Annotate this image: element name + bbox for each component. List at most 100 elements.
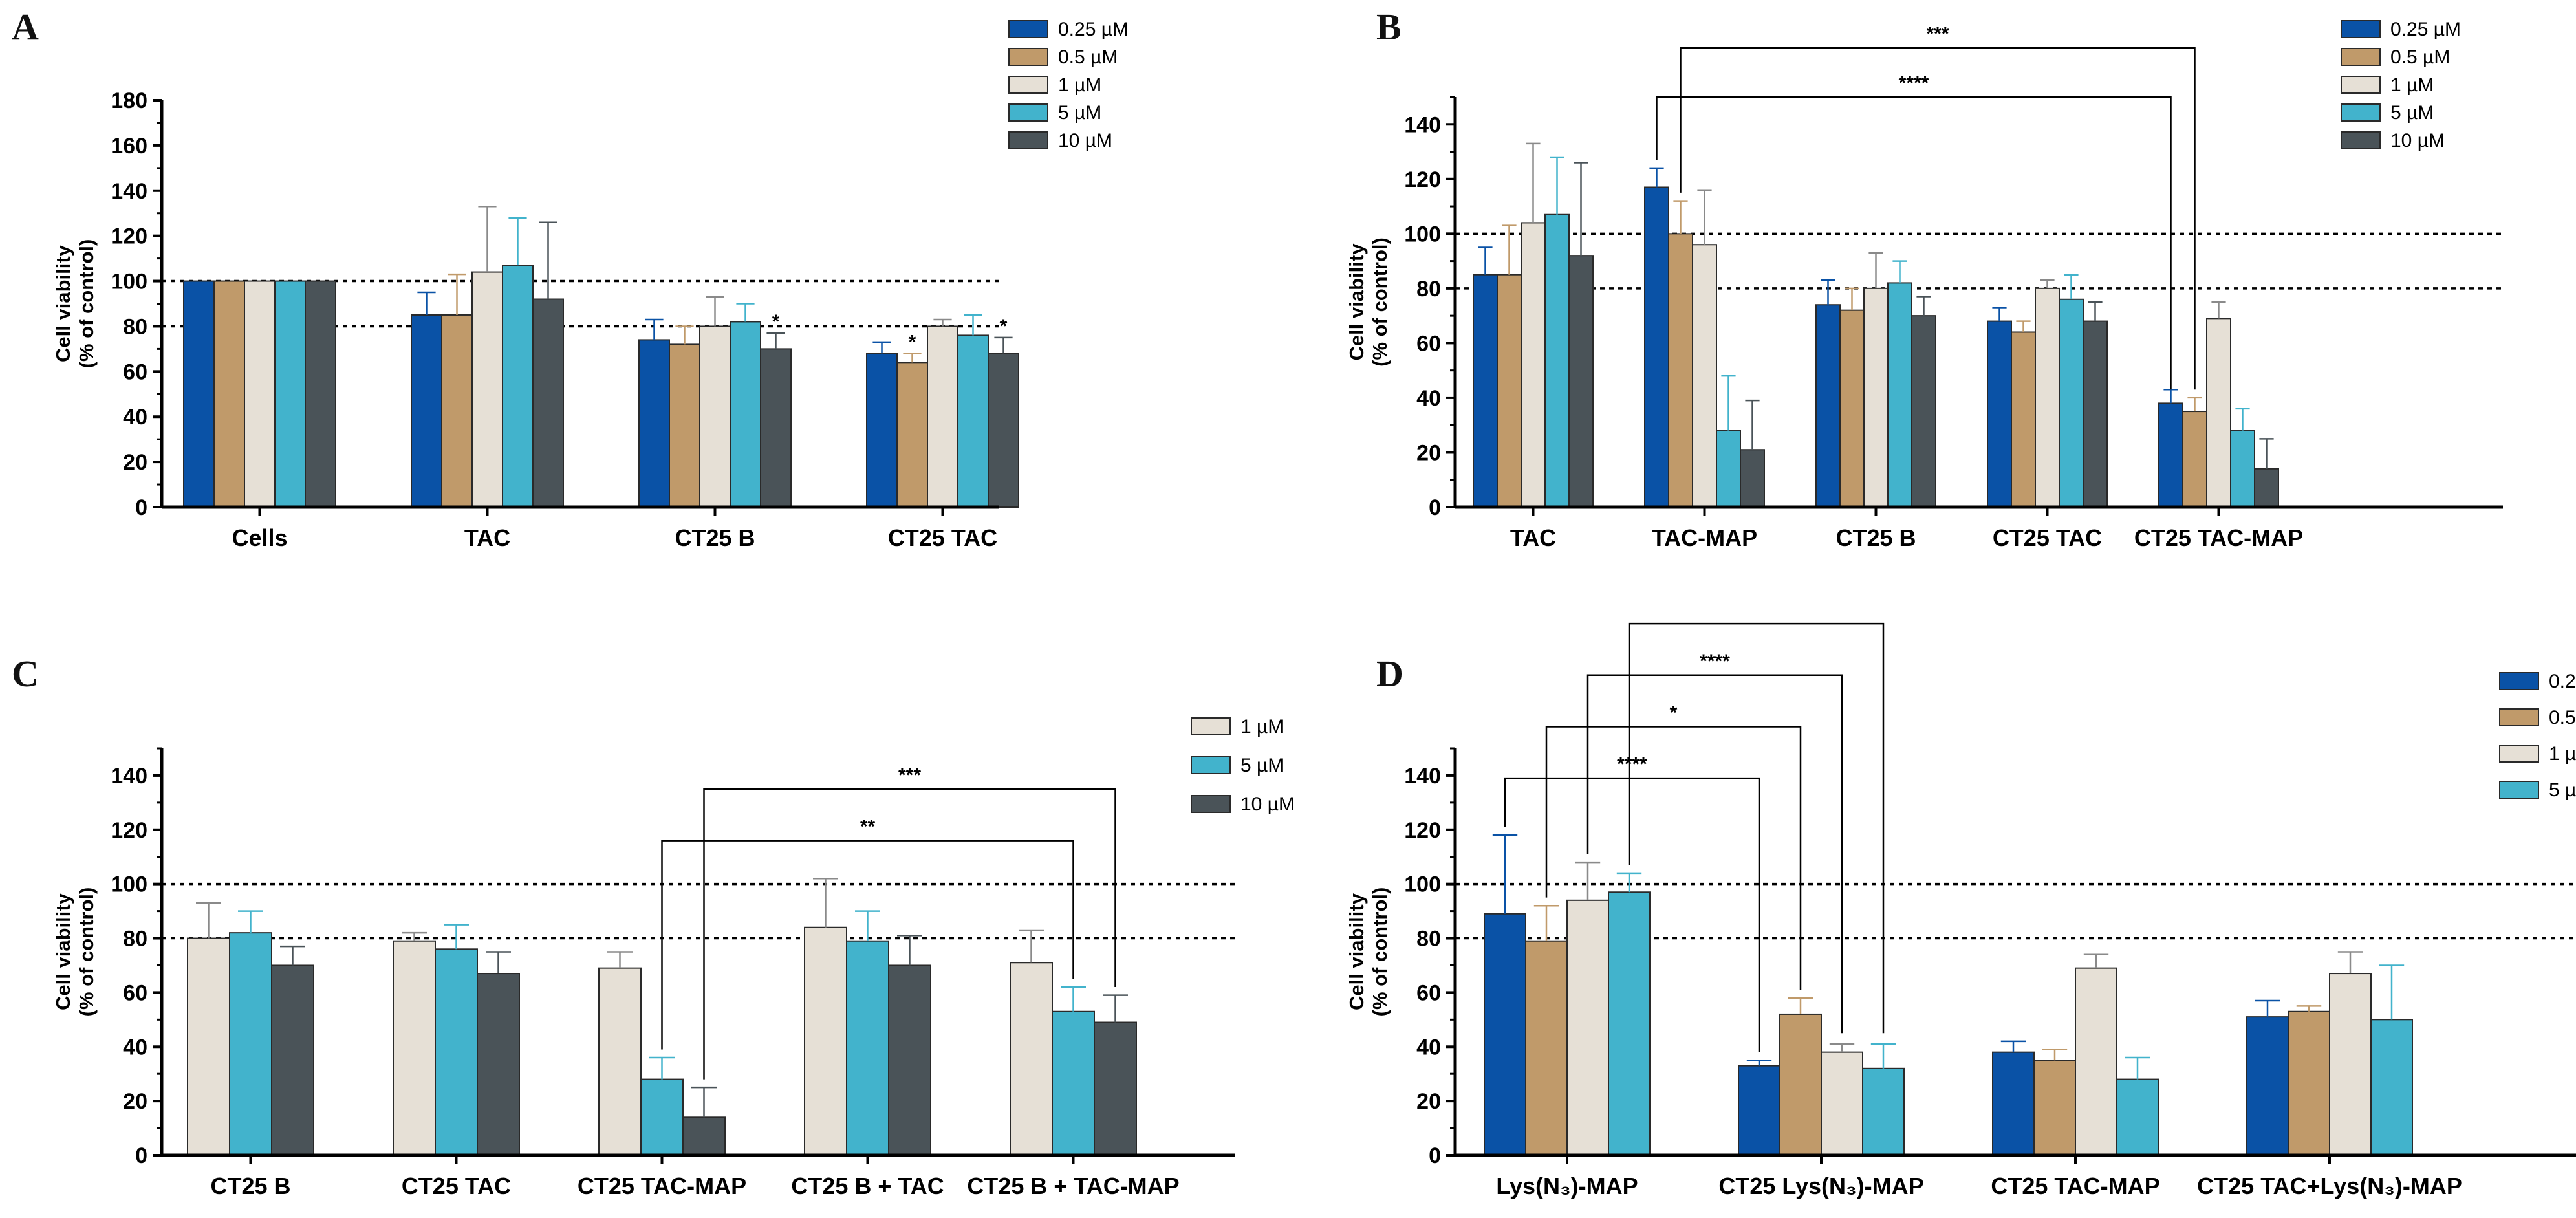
y-tick-label: 40: [1416, 1035, 1441, 1060]
x-category-label: Cells: [232, 525, 287, 551]
bar-ct25-tac-lys-n-map-5: [2370, 1019, 2413, 1156]
bar-ct25-lys-n-map-1: [1821, 1051, 1863, 1156]
bar-ct25-b-tac-map-1: [1010, 962, 1053, 1156]
legend-label: 1 µM: [2549, 743, 2576, 765]
panel-b: B *** **** 0 20 40 60 80 100 120 140 Cell viabilit…: [1306, 0, 2576, 585]
panel-a: A * * * 0 20 40 60 80 100 120 140 160 180 Cell viabil…: [0, 0, 1293, 585]
x-category-label: CT25 B: [210, 1173, 290, 1199]
y-tick-label: 120: [1404, 818, 1441, 843]
legend-label: 10 µM: [1058, 130, 1112, 151]
y-tick-label: 40: [123, 405, 147, 430]
y-tick-label: 0: [135, 495, 147, 520]
bar-ct25-tac-lys-n-map-0.25: [2246, 1016, 2289, 1157]
y-axis-label-unit: (% of control): [1369, 887, 1391, 1017]
significance-bracket: [1628, 622, 1885, 1034]
bar-ct25-tac-map-1: [598, 967, 642, 1156]
x-category-label: CT25 B + TAC-MAP: [967, 1173, 1179, 1199]
bar-ct25-b-tac-map-10: [1094, 1021, 1137, 1156]
significance-label: ***: [1926, 23, 1949, 45]
bar-lys-n-map-1: [1566, 899, 1609, 1156]
bar-lys-n-map-0.25: [1484, 913, 1526, 1156]
legend-label: 0.5 µM: [2549, 707, 2576, 728]
legend-label: 0.5 µM: [2390, 47, 2450, 68]
bar-ct25-tac-1: [2035, 287, 2060, 508]
y-axis-label-unit: (% of control): [1369, 237, 1391, 367]
x-category-label: CT25 B + TAC: [791, 1173, 944, 1199]
legend-swatch: [2499, 708, 2539, 726]
chart-a: * * * 0 20 40 60 80 100 120 140 160 180 Cell viabilit…: [52, 19, 1129, 551]
legend-label: 0.25 µM: [2390, 19, 2461, 40]
legend-swatch: [1008, 20, 1048, 38]
y-tick-label: 80: [123, 927, 147, 952]
bar-ct25-tac-1: [927, 325, 958, 508]
x-category-label: CT25 B: [1835, 525, 1916, 551]
bar-ct25-tac-map-1: [2075, 967, 2117, 1156]
significance-bracket: [1504, 777, 1760, 1052]
legend-swatch: [1191, 717, 1231, 735]
bar-lys-n-map-0.5: [1525, 940, 1568, 1156]
bar-ct25-tac-0.25: [866, 353, 898, 508]
y-tick-label: 20: [123, 450, 147, 475]
bar-ct25-tac-5: [435, 948, 478, 1156]
legend-swatch: [1008, 103, 1048, 122]
significance-bracket: [661, 840, 1074, 1050]
y-tick-label: 20: [123, 1089, 147, 1114]
bar-tac-map-5: [1716, 430, 1741, 508]
bar-tac-0.5: [1497, 274, 1522, 508]
legend-swatch: [1008, 76, 1048, 94]
x-category-label: TAC: [1510, 525, 1556, 551]
bar-lys-n-map-5: [1608, 891, 1651, 1156]
y-tick-label: 60: [1416, 331, 1441, 356]
bar-ct25-tac-1: [393, 940, 436, 1156]
y-tick-label: 100: [1404, 873, 1441, 897]
y-tick-label: 0: [1429, 1144, 1441, 1168]
bar-ct25-tac-map-10: [682, 1116, 726, 1156]
bar-ct25-tac-map-5: [2116, 1078, 2159, 1156]
y-axis-label: Cell viability: [52, 245, 74, 362]
y-tick-label: 80: [123, 314, 147, 339]
legend-swatch: [1008, 48, 1048, 66]
significance-star: *: [909, 331, 916, 353]
bar-ct25-tac-lys-n-map-1: [2329, 973, 2372, 1157]
bar-tac-map-10: [1740, 449, 1765, 508]
y-axis-label: Cell viability: [1345, 893, 1368, 1010]
y-tick-label: 100: [111, 270, 147, 294]
bar-ct25-b-5: [229, 932, 272, 1156]
y-tick-label: 60: [123, 981, 147, 1005]
bar-ct25-b-0.25: [1815, 304, 1841, 508]
bar-ct25-b-1: [1863, 287, 1889, 508]
legend-label: 1 µM: [1240, 716, 1284, 737]
bar-ct25-tac-0.5: [2011, 331, 2036, 508]
bar-ct25-lys-n-map-0.25: [1738, 1065, 1780, 1156]
bar-tac-5: [1544, 213, 1570, 508]
bar-ct25-lys-n-map-5: [1862, 1067, 1905, 1157]
bar-tac-0.25: [411, 314, 442, 508]
legend-swatch: [2499, 672, 2539, 690]
x-category-label: CT25 TAC: [1993, 525, 2102, 551]
significance-bracket: [703, 788, 1116, 1080]
bar-ct25-b-tac-5: [846, 940, 889, 1156]
bar-ct25-b-5: [730, 321, 761, 508]
y-axis-label-unit: (% of control): [75, 239, 98, 369]
legend-label: 1 µM: [1058, 74, 1101, 96]
significance-label: ****: [1700, 651, 1730, 672]
panel-letter-c: C: [12, 653, 39, 695]
x-category-label: CT25 TAC+Lys(N₃)-MAP: [2197, 1173, 2462, 1199]
legend-swatch: [1191, 756, 1231, 774]
bar-ct25-tac-lys-n-map-0.5: [2288, 1010, 2330, 1157]
bar-cells-1: [244, 280, 276, 508]
bar-ct25-tac-10: [477, 973, 520, 1157]
legend-label: 5 µM: [1240, 755, 1284, 776]
x-category-label: CT25 TAC-MAP: [578, 1173, 746, 1199]
y-tick-label: 140: [111, 764, 147, 788]
legend-swatch: [2341, 131, 2381, 149]
bar-ct25-b-1: [187, 937, 230, 1156]
bar-ct25-b-tac-10: [888, 964, 931, 1156]
significance-label: **: [860, 816, 876, 838]
legend-label: 0.25 µM: [1058, 19, 1129, 40]
bar-ct25-tac-5: [2059, 298, 2084, 508]
x-category-label: CT25 Lys(N₃)-MAP: [1718, 1173, 1923, 1199]
